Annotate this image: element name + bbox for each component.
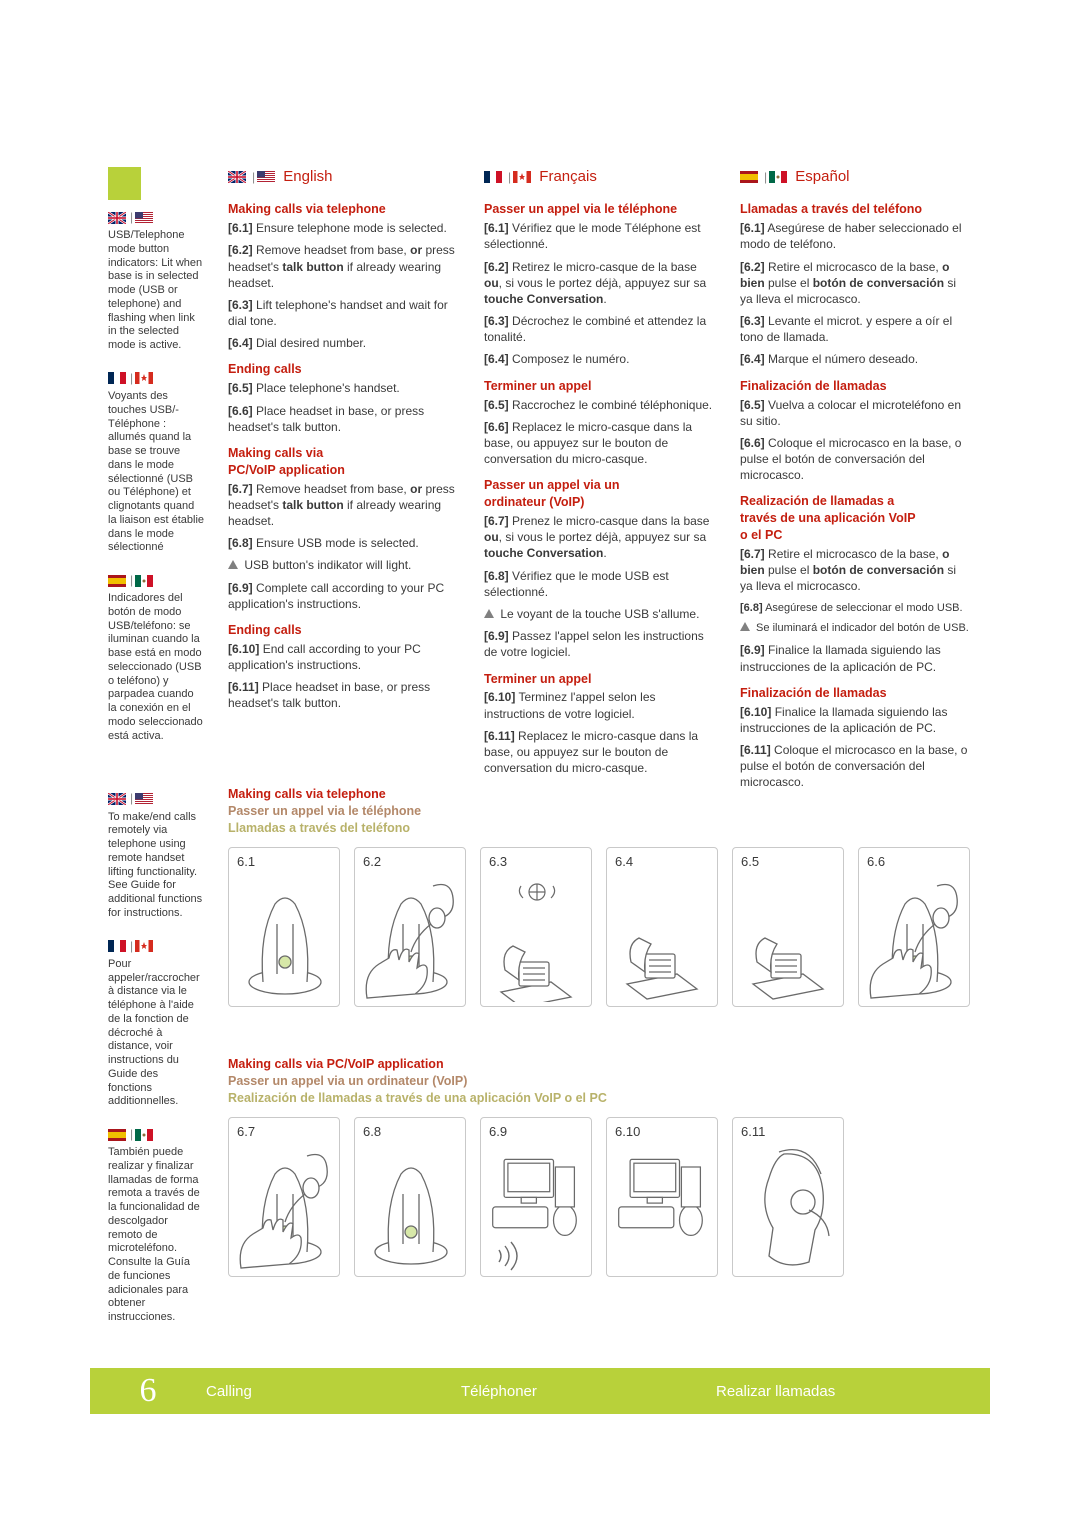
sidebar-note2-es: También puede realizar y finalizar llama… xyxy=(108,1146,204,1325)
section-heading: Finalización de llamadas xyxy=(740,685,972,702)
sidebar-note2-fr: Pour appeler/raccrocher à distance via l… xyxy=(108,958,204,1109)
section-heading: Finalización de llamadas xyxy=(740,378,972,395)
lang-header-es: | Español xyxy=(740,167,972,187)
warning-icon xyxy=(228,560,238,569)
illus-title-es: Llamadas a través del teléfono xyxy=(228,820,972,837)
footer-en: Calling xyxy=(206,1383,461,1400)
illustration-6-6: 6.6 xyxy=(858,847,970,1007)
flag-row-fr: | xyxy=(108,371,204,386)
illustration-6-3: 6.3 xyxy=(480,847,592,1007)
lang-label: Español xyxy=(795,168,849,185)
footer-es: Realizar llamadas xyxy=(716,1383,971,1400)
illustration-6-9: 6.9 xyxy=(480,1117,592,1277)
lang-label: English xyxy=(283,168,332,185)
illus-title-fr: Passer un appel via le téléphone xyxy=(228,803,972,820)
lang-header-fr: | Français xyxy=(484,167,716,187)
section-heading: Ending calls xyxy=(228,622,460,639)
warning-icon xyxy=(740,622,750,631)
illustration-6-1: 6.1 xyxy=(228,847,340,1007)
illustration-6-5: 6.5 xyxy=(732,847,844,1007)
illustration-6-7: 6.7 xyxy=(228,1117,340,1277)
section-heading: Terminer un appel xyxy=(484,671,716,688)
illus-title-en: Making calls via PC/VoIP application xyxy=(228,1056,972,1073)
sidebar-note-es: Indicadores del botón de modo USB/teléfo… xyxy=(108,592,204,743)
accent-block xyxy=(108,167,141,200)
footer-bar: 6 Calling Téléphoner Realizar llamadas xyxy=(90,1368,990,1414)
illus-title-en: Making calls via telephone xyxy=(228,786,972,803)
sidebar-note-fr: Voyants des touches USB/­Téléphone : all… xyxy=(108,390,204,555)
illustration-group-pc: Making calls via PC/VoIP application Pas… xyxy=(228,1056,972,1277)
section-heading: Llamadas a través del teléfono xyxy=(740,201,972,218)
illustration-6-10: 6.10 xyxy=(606,1117,718,1277)
section-heading: Ending calls xyxy=(228,361,460,378)
section-heading: Terminer un appel xyxy=(484,378,716,395)
page-number: 6 xyxy=(90,1372,206,1410)
section-heading: Passer un appel via le téléphone xyxy=(484,201,716,218)
sidebar-note2-en: To make/end calls remotely via telephone… xyxy=(108,811,204,921)
illustration-group-telephone: Making calls via telephone Passer un app… xyxy=(228,786,972,1007)
main-columns: | English Making calls via telephone [6.… xyxy=(228,167,972,797)
illustration-6-2: 6.2 xyxy=(354,847,466,1007)
illus-title-fr: Passer un appel via un ordinateur (VoIP) xyxy=(228,1073,972,1090)
warning-icon xyxy=(484,609,494,618)
section-heading: Making calls viaPC/VoIP application xyxy=(228,445,460,479)
flag-row-en: | xyxy=(108,210,204,225)
col-es: | Español Llamadas a través del teléfono… xyxy=(740,167,972,797)
illus-title-es: Realización de llamadas a través de una … xyxy=(228,1090,972,1107)
section-heading: Realización de llamadas através de una a… xyxy=(740,493,972,544)
illustration-6-8: 6.8 xyxy=(354,1117,466,1277)
footer-fr: Téléphoner xyxy=(461,1383,716,1400)
col-fr: | Français Passer un appel via le téléph… xyxy=(484,167,716,797)
col-en: | English Making calls via telephone [6.… xyxy=(228,167,460,797)
sidebar: | USB/Telephone mode button indicators: … xyxy=(108,210,204,1343)
flag-row-es: | xyxy=(108,573,204,588)
section-heading: Passer un appel via unordinateur (VoIP) xyxy=(484,477,716,511)
illustration-6-11: 6.11 xyxy=(732,1117,844,1277)
lang-label: Français xyxy=(539,168,597,185)
lang-header-en: | English xyxy=(228,167,460,187)
sidebar-note-en: USB/Telephone mode button indicators: Li… xyxy=(108,229,204,353)
illustration-6-4: 6.4 xyxy=(606,847,718,1007)
section-heading: Making calls via telephone xyxy=(228,201,460,218)
